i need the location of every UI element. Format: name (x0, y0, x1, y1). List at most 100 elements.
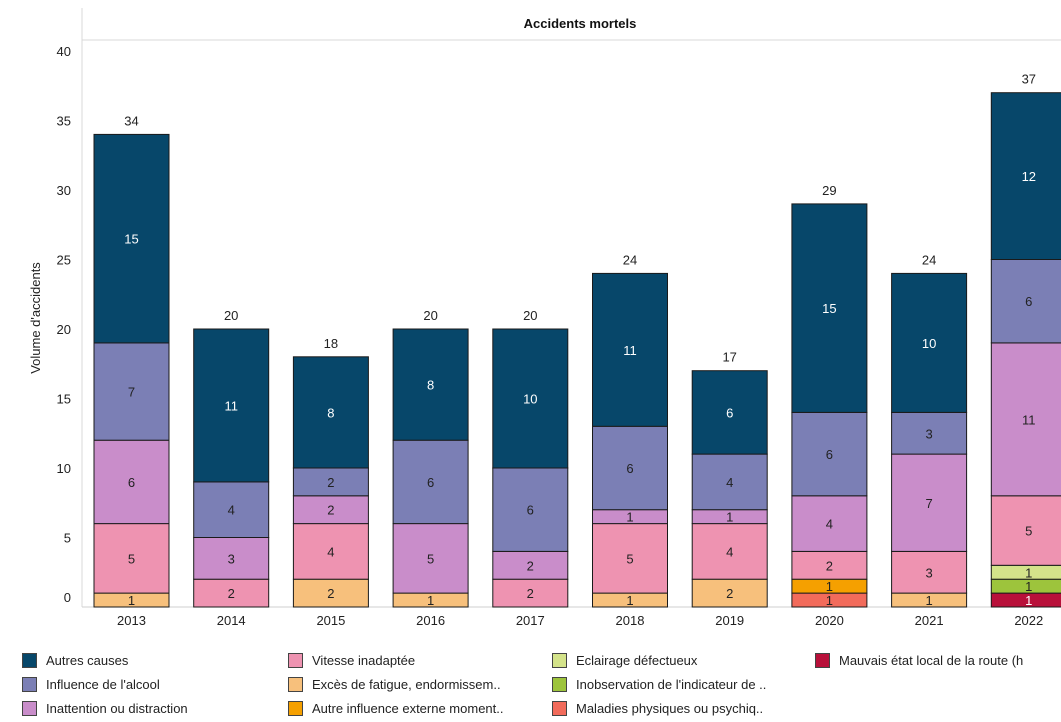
bar-segment (891, 550, 968, 594)
legend-swatch (815, 652, 830, 668)
data-label: 5 (1025, 524, 1032, 539)
total-label: 20 (423, 308, 437, 323)
bar-segment (193, 537, 270, 580)
bar-segment (592, 523, 668, 594)
data-label: 1 (925, 593, 932, 608)
bar-segment (392, 328, 469, 441)
bar-segment (292, 523, 369, 580)
data-label: 4 (228, 503, 235, 518)
data-label: 7 (128, 385, 135, 400)
legend-label: Autres causes (46, 652, 129, 668)
data-label: 10 (922, 336, 936, 351)
legend-swatch (288, 652, 303, 668)
legend-label: Maladies physiques ou psychiq.. (576, 700, 764, 716)
y-axis-label: Volume d'accidents (28, 262, 43, 374)
bar-segment (891, 453, 968, 552)
bar-segment (691, 523, 768, 580)
chart-title: Accidents mortels (524, 16, 637, 31)
bar-segment (791, 495, 868, 552)
total-label: 24 (623, 252, 637, 267)
bar-stack: 1 5 1 6 11 24 (592, 252, 668, 608)
bar-stack: 1 5 6 8 20 (392, 308, 469, 608)
data-label: 11 (623, 343, 637, 358)
x-tick-label: 2018 (616, 613, 645, 628)
y-tick-label: 25 (57, 253, 71, 268)
data-label: 6 (726, 405, 733, 420)
legend-label: Inobservation de l'indicateur de .. (576, 676, 767, 692)
bar-segment (492, 550, 569, 580)
x-tick-label: 2013 (117, 613, 146, 628)
data-label: 1 (626, 593, 633, 608)
bar-segment (791, 411, 868, 497)
legend-label: Mauvais état local de la route (h (839, 652, 1024, 668)
data-label: 5 (626, 551, 633, 566)
total-label: 29 (822, 183, 836, 198)
bar-segment (492, 328, 569, 469)
data-label: 15 (124, 232, 138, 247)
bar-stack: 1 3 7 3 10 24 (891, 252, 968, 608)
data-label: 1 (726, 510, 733, 525)
data-label: 1 (826, 579, 833, 594)
x-tick-label: 2017 (516, 613, 545, 628)
data-label: 2 (826, 558, 833, 573)
bar-stack: 2 3 4 11 20 (193, 308, 270, 608)
data-label: 11 (1022, 412, 1036, 427)
data-label: 2 (527, 558, 534, 573)
legend: Autres causes Influence de l'alcool Inatte… (22, 650, 1061, 722)
data-label: 2 (327, 475, 334, 490)
bar-segment (392, 439, 469, 525)
x-tick-label: 2015 (316, 613, 345, 628)
total-label: 17 (722, 350, 736, 365)
data-label: 6 (826, 447, 833, 462)
y-axis-ticks: 0 5 10 15 20 25 30 35 40 (57, 44, 71, 605)
legend-item: Excès de fatigue, endormissem.. (288, 674, 501, 694)
legend-item: Maladies physiques ou psychiq.. (552, 698, 763, 718)
bar-segment (292, 495, 369, 525)
total-label: 24 (922, 252, 936, 267)
legend-label: Excès de fatigue, endormissem.. (312, 676, 501, 692)
bar-stack: 2 4 2 2 8 18 (292, 336, 369, 608)
data-label: 7 (925, 496, 932, 511)
bar-segment (93, 523, 170, 594)
data-label: 1 (1025, 565, 1032, 580)
data-label: 6 (128, 475, 135, 490)
legend-item: Mauvais état local de la route (h (815, 650, 1023, 670)
legend-item: Influence de l'alcool (22, 674, 160, 694)
data-label: 4 (327, 544, 334, 559)
data-label: 11 (224, 398, 238, 413)
y-tick-label: 10 (57, 461, 71, 476)
bar-segment (691, 453, 768, 511)
legend-swatch (22, 652, 37, 668)
legend-item: Inobservation de l'indicateur de .. (552, 674, 766, 694)
data-label: 3 (228, 551, 235, 566)
legend-swatch (22, 700, 37, 716)
bar-segment (193, 578, 270, 608)
legend-swatch (288, 676, 303, 692)
legend-item: Eclairage défectueux (552, 650, 697, 670)
legend-label: Autre influence externe moment.. (312, 700, 504, 716)
data-label: 5 (427, 551, 434, 566)
data-label: 6 (626, 461, 633, 476)
legend-swatch (552, 652, 567, 668)
legend-label: Vitesse inadaptée (312, 652, 416, 668)
total-label: 20 (224, 308, 238, 323)
data-label: 4 (726, 475, 733, 490)
legend-swatch (552, 700, 567, 716)
bar-segment (492, 467, 569, 552)
data-label: 1 (128, 593, 135, 608)
x-tick-label: 2020 (815, 613, 844, 628)
bar-stack: 2 4 1 4 6 17 (691, 350, 768, 608)
data-label: 1 (826, 593, 833, 608)
bar-segment (891, 272, 968, 413)
stacked-bar-chart: Accidents mortels Volume d'accidents 051… (28, 8, 1061, 628)
bar-segment (990, 259, 1061, 344)
legend-swatch (288, 700, 303, 716)
data-label: 2 (327, 586, 334, 601)
legend-label: Inattention ou distraction (46, 700, 188, 716)
legend-swatch (552, 676, 567, 692)
y-tick-label: 40 (57, 44, 71, 59)
data-label: 2 (726, 586, 733, 601)
x-tick-label: 2022 (1014, 613, 1043, 628)
